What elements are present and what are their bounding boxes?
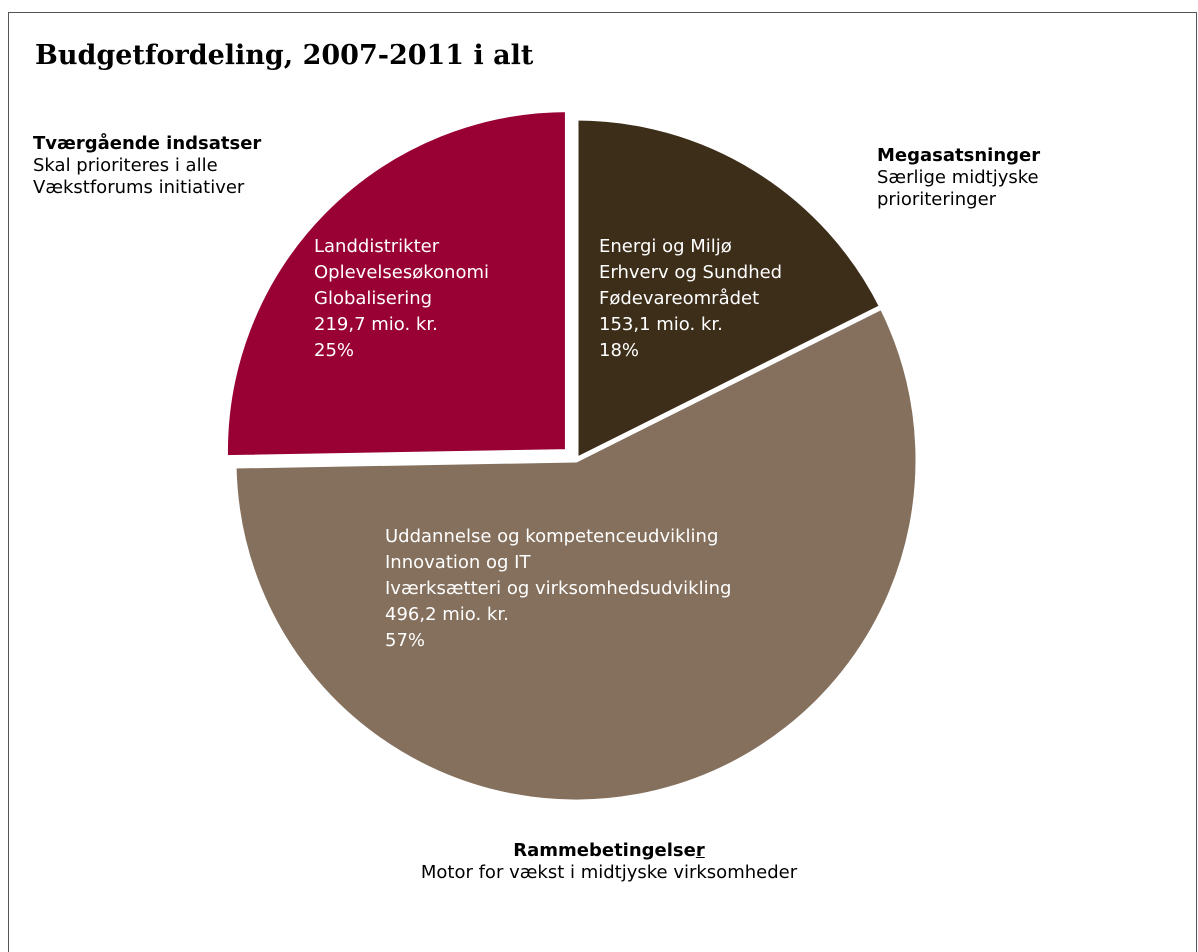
data-label-tvaergaaende: Landdistrikter Oplevelsesøkonomi Globali…	[314, 234, 489, 364]
chart-frame	[8, 12, 1197, 952]
slice-megasatsninger[interactable]	[573, 115, 886, 465]
data-label-value: 153,1 mio. kr.	[599, 314, 723, 335]
callout-megasatsninger-line-1: Særlige midtjyske	[877, 167, 1039, 188]
callout-rammebetingelser-line-1: Motor for vækst i midtjyske virksomheder	[420, 862, 798, 883]
data-label-line: Landdistrikter	[314, 236, 440, 257]
data-label-line: Fødevareområdet	[599, 288, 760, 309]
data-label-percent: 57%	[385, 630, 426, 651]
callout-rammebetingelser-heading-end: r	[695, 840, 705, 861]
data-label-percent: 25%	[314, 340, 355, 361]
callout-rammebetingelser-heading-main: Rammebetingelse	[513, 840, 696, 861]
data-label-line: Iværksætteri og virksomhedsudvikling	[385, 578, 732, 599]
data-label-line: Erhverv og Sundhed	[599, 262, 783, 283]
data-label-line: Energi og Miljø	[599, 236, 732, 257]
callout-tvaergaaende: Tværgående indsatser Skal prioriteres i …	[33, 133, 261, 199]
slice-tvaergaaende-indsatser[interactable]	[222, 107, 570, 461]
callout-megasatsninger: Megasatsninger Særlige midtjyske priorit…	[877, 145, 1040, 211]
slice-rammebetingelser[interactable]	[231, 303, 921, 805]
callout-rammebetingelser: Rammebetingelser Motor for vækst i midtj…	[384, 840, 834, 884]
data-label-value: 496,2 mio. kr.	[385, 604, 509, 625]
chart-title: Budgetfordeling, 2007-2011 i alt	[35, 40, 534, 71]
data-label-line: Uddannelse og kompetenceudvikling	[385, 526, 719, 547]
callout-tvaergaaende-heading: Tværgående indsatser	[33, 133, 262, 154]
callout-tvaergaaende-line-2: Vækstforums initiativer	[33, 177, 245, 198]
data-label-percent: 18%	[599, 340, 640, 361]
data-label-line: Globalisering	[314, 288, 433, 309]
data-label-rammebetingelser: Uddannelse og kompetenceudvikling Innova…	[385, 524, 731, 654]
data-label-megasatsninger: Energi og Miljø Erhverv og Sundhed Fødev…	[599, 234, 782, 364]
data-label-line: Innovation og IT	[385, 552, 531, 573]
callout-megasatsninger-line-2: prioriteringer	[877, 189, 997, 210]
callout-rammebetingelser-heading: Rammebetingelser	[384, 840, 834, 862]
data-label-value: 219,7 mio. kr.	[314, 314, 438, 335]
callout-tvaergaaende-line-1: Skal prioriteres i alle	[33, 155, 218, 176]
data-label-line: Oplevelsesøkonomi	[314, 262, 489, 283]
callout-megasatsninger-heading: Megasatsninger	[877, 145, 1041, 166]
